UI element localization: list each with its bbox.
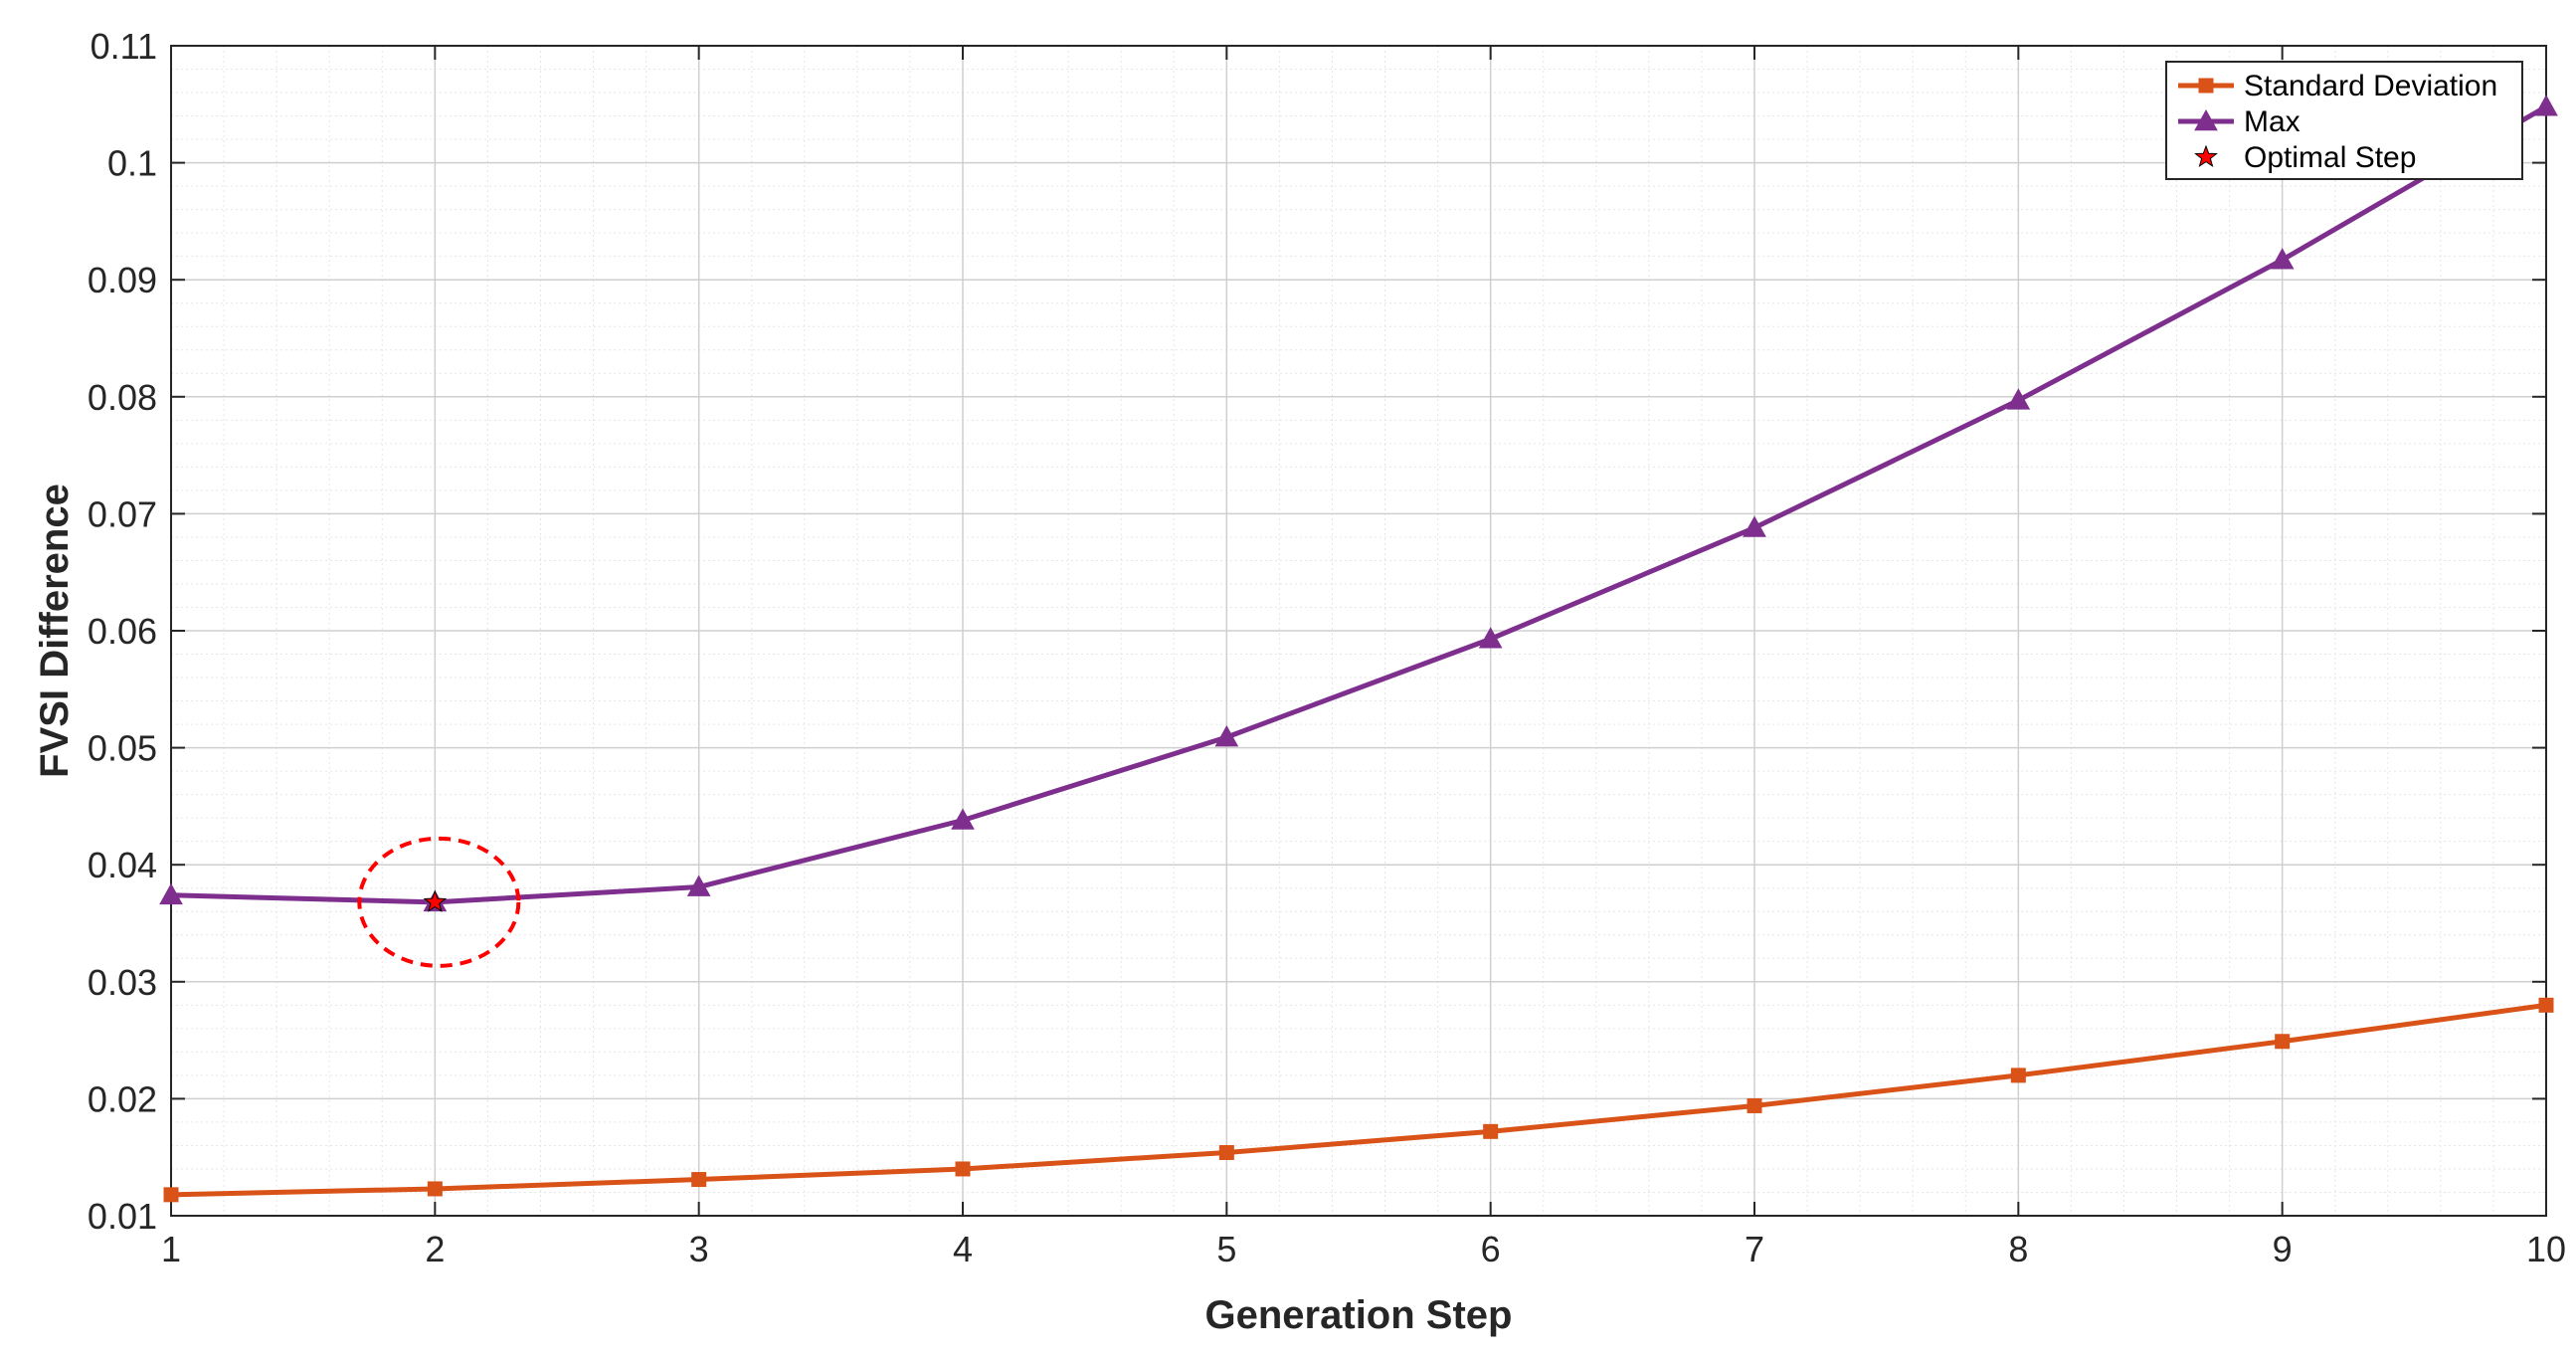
data-point: [1218, 1144, 1234, 1160]
y-tick-label: 0.07: [88, 493, 157, 534]
data-point: [1483, 1123, 1499, 1139]
y-tick-label: 0.03: [88, 962, 157, 1003]
x-tick-label: 4: [953, 1229, 973, 1269]
series-standard-deviation: [163, 997, 2554, 1203]
legend-label: Optimal Step: [2244, 141, 2416, 174]
data-point: [1747, 1097, 1762, 1113]
y-axis-title: FVSI Difference: [33, 484, 77, 778]
y-tick-label: 0.09: [88, 260, 157, 300]
x-tick-label: 8: [2008, 1229, 2028, 1269]
y-tick-label: 0.1: [107, 143, 157, 184]
x-tick-label: 3: [689, 1229, 709, 1269]
y-tick-label: 0.11: [91, 26, 157, 67]
data-point: [2270, 248, 2295, 270]
legend-label: Standard Deviation: [2244, 70, 2497, 102]
optimal-step-layer: [357, 836, 521, 968]
x-tick-label: 10: [2526, 1229, 2566, 1269]
x-tick-labels: 1 2 3 4 5 6 7 8 9 10: [161, 1229, 2566, 1269]
legend-marker-swatch: [2198, 78, 2214, 94]
x-tick-label: 5: [1216, 1229, 1236, 1269]
y-tick-label: 0.06: [88, 611, 157, 652]
x-tick-label: 6: [1481, 1229, 1501, 1269]
series-line: [170, 103, 2548, 905]
legend-marker-swatch: [2194, 108, 2218, 131]
series-line: [170, 1002, 2547, 1198]
data-point: [427, 1181, 443, 1197]
data-point: [1743, 515, 1766, 537]
legend-label: Max: [2244, 105, 2300, 138]
data-point: [2006, 388, 2031, 410]
legend-marker-swatch: [2194, 144, 2218, 168]
optimal-step-marker: [423, 889, 448, 912]
data-point: [955, 1161, 971, 1177]
y-tick-label: 0.02: [88, 1078, 157, 1119]
data-point: [691, 1172, 707, 1188]
y-tick-label: 0.05: [88, 728, 157, 769]
x-tick-label: 1: [161, 1229, 181, 1269]
legend-entry: Max: [2178, 105, 2300, 138]
data-point: [2538, 997, 2554, 1013]
data-point: [1214, 724, 1239, 747]
y-tick-label: 0.04: [88, 845, 157, 885]
legend-entry: Standard Deviation: [2178, 70, 2497, 102]
minor-grid: [171, 46, 2546, 1216]
data-point: [2010, 1068, 2026, 1083]
legend-entry: Optimal Step: [2194, 141, 2416, 174]
data-point: [159, 882, 183, 905]
y-tick-label: 0.01: [88, 1196, 157, 1237]
data-point: [951, 808, 975, 830]
data-point: [2275, 1034, 2291, 1050]
data-point: [2534, 95, 2558, 116]
x-tick-label: 9: [2273, 1229, 2293, 1269]
x-tick-label: 7: [1745, 1229, 1764, 1269]
x-axis-title: Generation Step: [1205, 1293, 1513, 1337]
y-tick-label: 0.08: [88, 377, 157, 418]
optimal-step-highlight-circle: [357, 836, 521, 968]
x-tick-label: 2: [425, 1229, 445, 1269]
axis-ticks: [170, 45, 2547, 1217]
data-point: [686, 874, 711, 896]
data-point: [163, 1187, 179, 1203]
y-tick-labels: 0.01 0.02 0.03 0.04 0.05 0.06 0.07 0.08 0.09 0.1 0…: [88, 26, 157, 1237]
data-point: [1478, 627, 1503, 649]
